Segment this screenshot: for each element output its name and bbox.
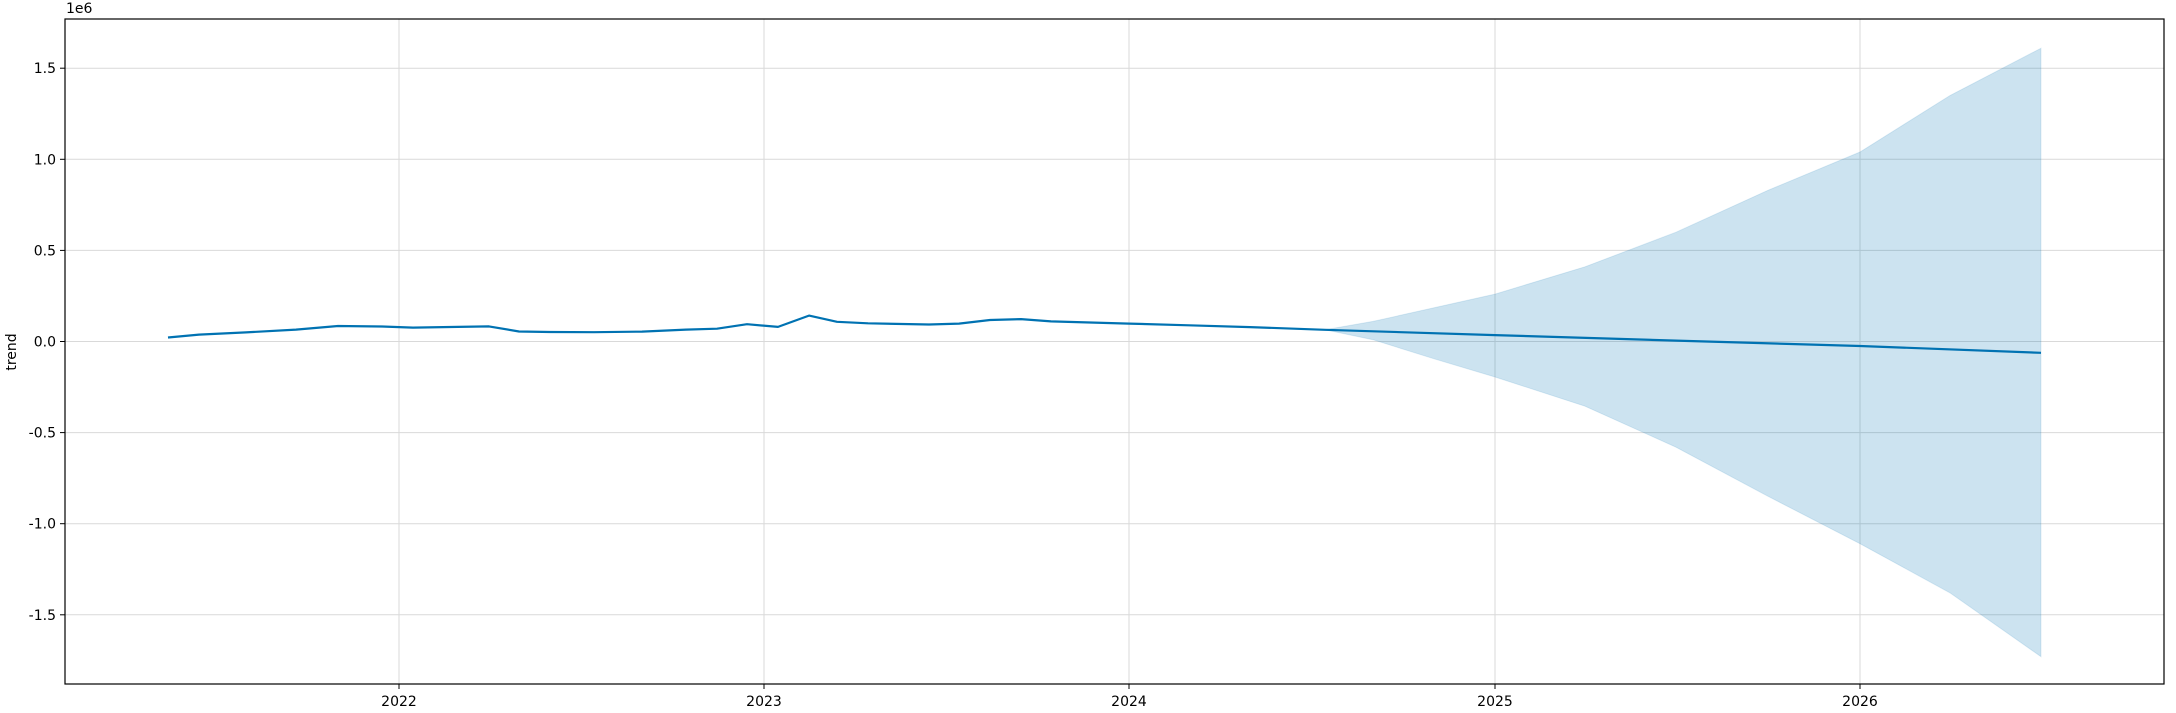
y-tick-label: -1.0	[29, 517, 56, 533]
x-tick-label: 2022	[381, 694, 417, 710]
trend-line-layer	[167, 314, 2042, 354]
y-tick-label: -0.5	[29, 426, 56, 442]
y-tick-label: 1.0	[34, 152, 56, 168]
y-tick-label: 1.5	[34, 61, 56, 77]
x-tick-label: 2024	[1111, 694, 1147, 710]
x-tick-label: 2023	[746, 694, 782, 710]
y-tick-label: -1.5	[29, 608, 56, 624]
x-tick-label: 2026	[1842, 694, 1878, 710]
x-tick-label: 2025	[1477, 694, 1513, 710]
grid-layer	[65, 19, 2164, 684]
ticks-layer: 1.5 1.0 0.5 0.0 -0.5 -1.0 -1.5 2022 2023 2024 2025…	[29, 61, 1878, 710]
y-tick-label: 0.5	[34, 243, 56, 259]
trend-line	[167, 314, 2042, 354]
plot-frame	[64, 18, 2165, 685]
y-axis-label: trend	[4, 333, 20, 370]
y-offset-label: 1e6	[66, 1, 93, 17]
y-tick-label: 0.0	[34, 335, 56, 351]
